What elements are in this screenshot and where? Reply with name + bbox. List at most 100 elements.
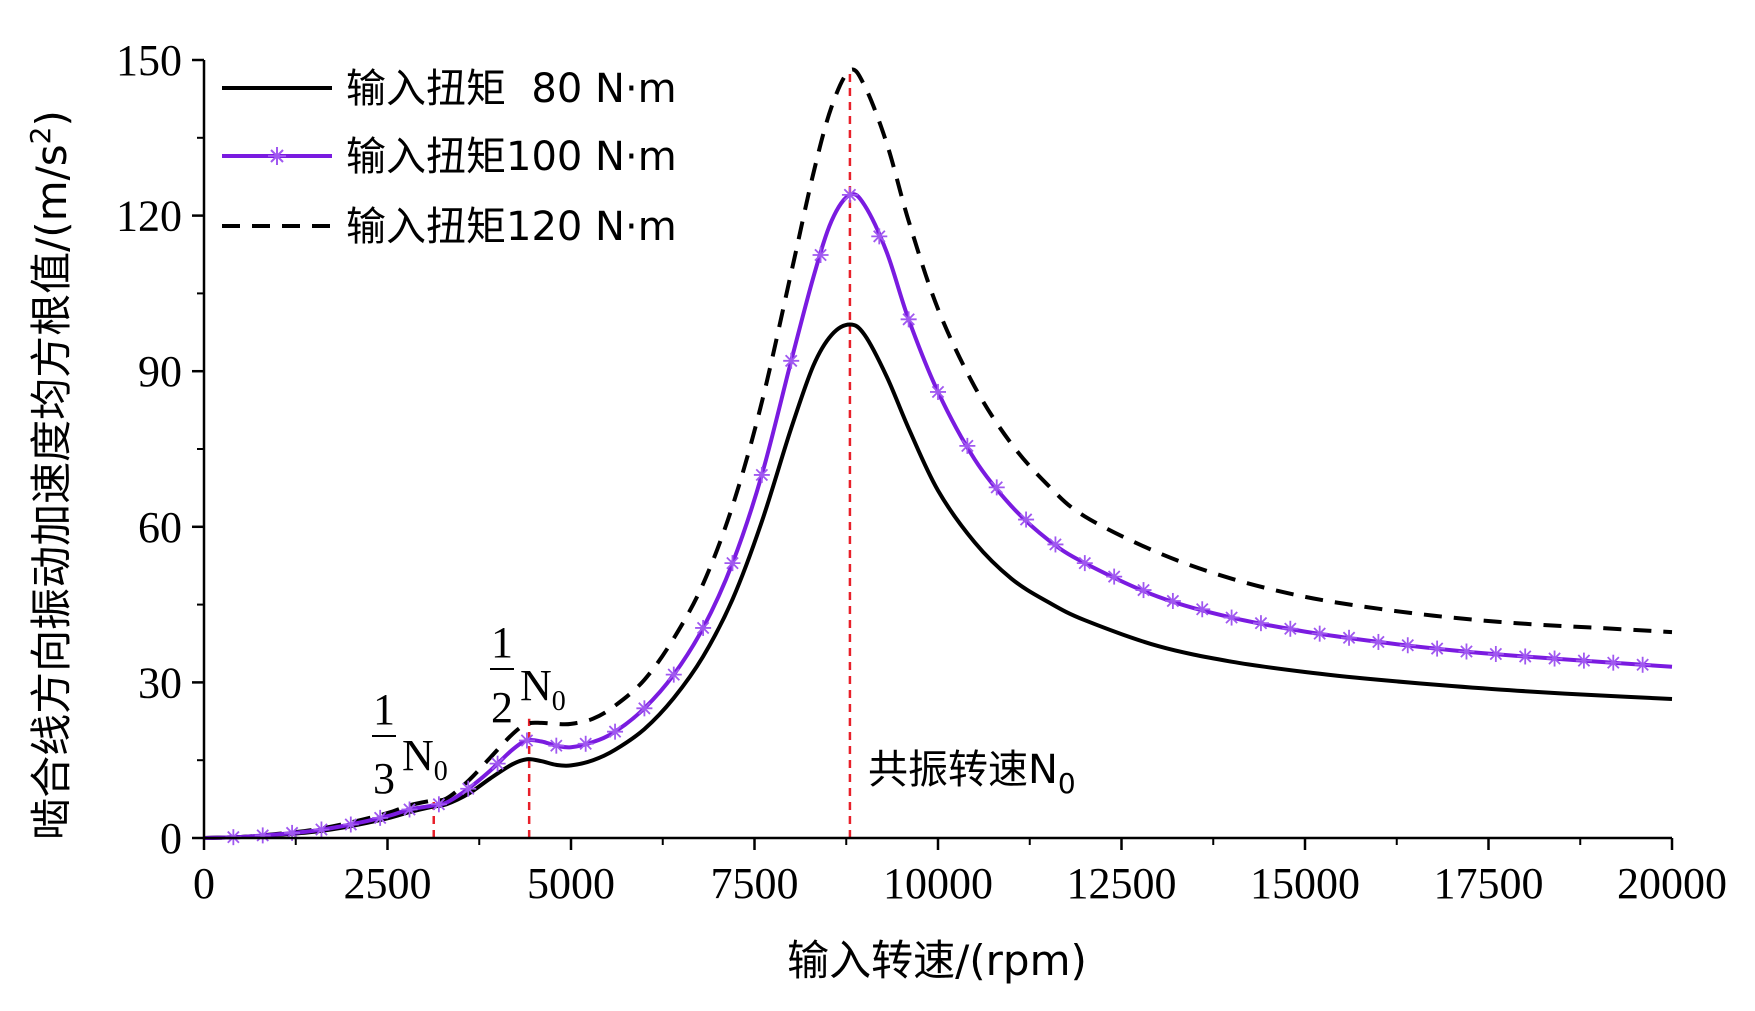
marker-stroke-3 [1049, 538, 1062, 551]
annotation-third-n0: 1 3 N0 [372, 685, 448, 803]
series-marker-1-14000 [1223, 609, 1240, 626]
x-tick-label-2: 5000 [527, 859, 615, 908]
annotation-third-numerator: 1 [373, 685, 395, 734]
series-marker-1-16800 [1429, 640, 1446, 657]
marker-stroke-3 [1137, 583, 1150, 597]
marker-stroke-3 [432, 798, 446, 811]
annotation-resonance-label: 共振转速N0 [868, 747, 1076, 800]
annotation-resonance: 共振转速N0 [868, 747, 1076, 800]
y-axis-title-end: ) [27, 110, 76, 126]
series-marker-1-7200 [724, 555, 741, 572]
series-marker-1-5600 [607, 723, 624, 740]
marker-stroke-3 [608, 725, 622, 738]
marker-stroke-3 [755, 468, 769, 482]
series-marker-1-18800 [1575, 652, 1592, 669]
annotation-third-denominator: 3 [373, 754, 395, 803]
series-marker-1-13200 [1164, 592, 1181, 609]
legend-item-80: 输入扭矩 80 N·m [222, 66, 677, 112]
marker-stroke-3 [1430, 642, 1444, 655]
series-marker-1-16000 [1370, 633, 1387, 650]
series-marker-1-1600 [313, 821, 330, 838]
annotation-half-n0: 1 2 N0 [490, 618, 566, 732]
marker-stroke-3 [1636, 658, 1649, 672]
series-marker-1-2800 [401, 801, 418, 818]
marker-stroke-3 [1196, 603, 1209, 616]
y-tick-label-0: 0 [160, 814, 182, 863]
marker-stroke-3 [726, 556, 739, 570]
series-marker-1-13600 [1194, 601, 1211, 618]
marker-stroke-3 [1607, 656, 1620, 669]
marker-stroke-3 [1284, 622, 1297, 636]
marker-stroke-3 [1548, 652, 1561, 665]
x-tick-label-3: 7500 [711, 859, 799, 908]
ticks: 0 2500 5000 7500 10000 12500 15000 17500 20000 0 3… [116, 36, 1727, 908]
series-marker-1-14400 [1252, 615, 1269, 632]
series-marker-1-19600 [1634, 656, 1651, 673]
y-tick-label-3: 90 [138, 347, 182, 396]
series-marker-1-12800 [1135, 582, 1152, 599]
marker-stroke-3 [1254, 616, 1268, 630]
annotation-half-denominator: 2 [491, 683, 513, 732]
y-axis-title-main: 啮合线方向振动加速度均方根值/(m/s [27, 144, 76, 839]
x-tick-label-0: 0 [193, 859, 215, 908]
series-line-1 [203, 192, 1673, 840]
series-marker-1-9600 [900, 311, 917, 328]
series-marker-1-10000 [930, 383, 946, 400]
marker-stroke-3 [1372, 635, 1385, 649]
annotation-half-numerator: 1 [491, 618, 513, 667]
series-marker-1-4800 [548, 737, 565, 754]
legend-item-100: 输入扭矩100 N·m [222, 134, 677, 180]
x-tick-label-1: 2500 [344, 859, 432, 908]
marker-stroke-3 [1489, 647, 1503, 661]
marker-stroke-3 [344, 818, 358, 831]
x-tick-label-7: 17500 [1434, 859, 1544, 908]
y-tick-label-2: 60 [138, 503, 182, 552]
series-marker-1-5200 [577, 735, 594, 752]
series-marker-1-15200 [1311, 625, 1328, 642]
marker-stroke-3 [873, 230, 886, 243]
marker-stroke-3 [1342, 631, 1356, 645]
legend: 输入扭矩 80 N·m 输入扭矩100 N·m 输入扭矩120 N·m [222, 66, 677, 250]
series-group [203, 67, 1673, 846]
marker-stroke-3 [1019, 513, 1033, 526]
series-marker-1-11600 [1047, 536, 1064, 553]
series-marker-1-8800 [841, 186, 858, 203]
marker-stroke-3 [696, 621, 710, 635]
series-marker-1-10800 [988, 479, 1005, 496]
annotation-third-n: N0 [402, 731, 448, 787]
series-marker-1-6000 [636, 700, 653, 717]
y-axis-title: 啮合线方向振动加速度均方根值/(m/s2) [24, 110, 77, 840]
legend-marker-100 [268, 147, 286, 165]
series-marker-1-18000 [1517, 648, 1534, 665]
marker-stroke-3 [403, 803, 416, 816]
series-marker-1-4400 [518, 732, 535, 749]
marker-stroke-3 [814, 248, 827, 262]
y-tick-label-4: 120 [116, 192, 182, 241]
marker-stroke-3 [520, 734, 534, 747]
series-marker-1-19200 [1605, 654, 1622, 671]
series-marker-1-9200 [871, 228, 888, 245]
marker-stroke-3 [285, 826, 299, 840]
marker-stroke-3 [931, 385, 945, 399]
series-marker-1-14800 [1282, 620, 1299, 637]
series-marker-1-17600 [1487, 645, 1504, 662]
legend-item-120: 输入扭矩120 N·m [222, 204, 677, 250]
legend-label-100: 输入扭矩100 N·m [346, 134, 677, 180]
marker-stroke-3 [1460, 645, 1473, 658]
series-marker-1-6800 [695, 619, 712, 636]
marker-stroke-3 [462, 782, 475, 795]
x-tick-label-5: 12500 [1067, 859, 1177, 908]
marker-stroke-3 [843, 188, 857, 202]
marker-stroke-3 [1107, 570, 1121, 583]
marker-stroke-3 [315, 823, 328, 836]
marker-stroke-3 [638, 702, 651, 715]
marker-stroke-3 [1518, 650, 1532, 663]
series-marker-1-7600 [753, 466, 770, 483]
x-tick-label-4: 10000 [883, 859, 993, 908]
legend-label-80: 输入扭矩 80 N·m [346, 66, 677, 112]
x-axis-title: 输入转速/(rpm) [787, 936, 1087, 985]
marker-stroke-3 [902, 313, 915, 326]
series-marker-1-8400 [812, 247, 829, 264]
series-marker-1-2400 [372, 809, 389, 826]
